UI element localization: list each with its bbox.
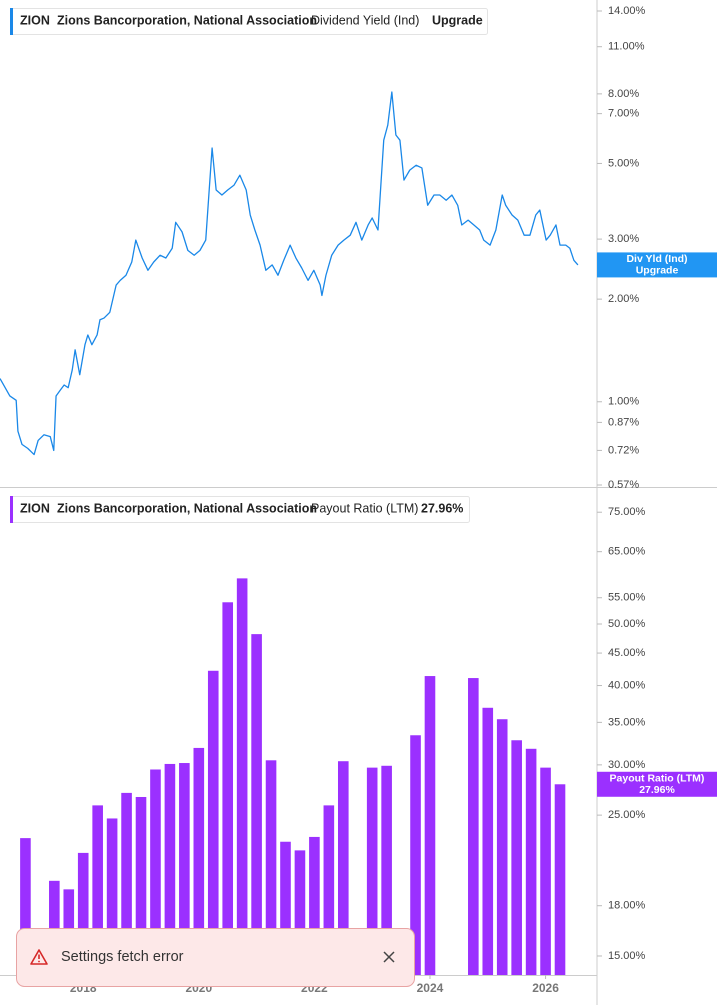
bar <box>366 767 378 975</box>
bar <box>92 805 103 975</box>
bar <box>77 852 89 975</box>
legend-header: ZION Zions Bancorporation, National Asso… <box>10 8 488 35</box>
price-badge <box>597 252 717 278</box>
y-tick-label: 5.00% <box>608 157 639 169</box>
last-value: 27.96% <box>421 501 463 515</box>
bar <box>193 747 205 975</box>
y-tick-label: 2.00% <box>608 293 639 305</box>
toast-box <box>16 928 415 987</box>
price-badge <box>597 771 717 797</box>
bar <box>294 850 306 975</box>
y-tick-label: 11.00% <box>608 41 645 53</box>
bar <box>554 784 566 975</box>
line <box>0 91 579 456</box>
ticker: ZION <box>20 501 50 515</box>
company: Zions Bancorporation, National Associati… <box>57 13 317 27</box>
y-tick-label: 18.00% <box>608 900 646 912</box>
bar <box>222 602 234 975</box>
bar <box>121 792 132 975</box>
bar <box>482 707 494 975</box>
bar <box>135 796 147 975</box>
bar <box>265 760 277 975</box>
y-tick-label: 35.00% <box>608 716 646 728</box>
y-tick-label: 1.00% <box>608 396 639 408</box>
bar <box>525 748 537 975</box>
bar <box>150 769 161 975</box>
warning-icon-dot <box>38 960 40 963</box>
warning-icon <box>30 949 48 965</box>
ticker: ZION <box>20 13 50 27</box>
bar <box>164 763 176 975</box>
y-tick-label: 40.00% <box>608 679 646 691</box>
bar <box>251 634 262 975</box>
bar <box>106 818 118 975</box>
bar <box>381 765 392 975</box>
y-tick-label: 50.00% <box>608 618 646 630</box>
company: Zions Bancorporation, National Associati… <box>57 501 317 515</box>
bar <box>337 761 349 975</box>
y-tick-label: 7.00% <box>608 108 639 120</box>
bar <box>511 740 522 975</box>
y-tick-label: 25.00% <box>608 809 646 821</box>
close-icon[interactable] <box>383 951 395 963</box>
header-accent <box>10 496 13 523</box>
toast-message: Settings fetch error <box>61 949 184 965</box>
y-tick-label: 8.00% <box>608 88 639 100</box>
y-tick-label: 65.00% <box>608 546 646 558</box>
y-tick-label: 30.00% <box>608 759 646 771</box>
y-tick-label: 0.87% <box>608 416 639 428</box>
bar <box>540 767 551 975</box>
bar <box>179 763 190 975</box>
bar <box>323 805 335 975</box>
y-tick-label: 0.57% <box>608 479 639 491</box>
upgrade-link[interactable]: Upgrade <box>432 13 483 27</box>
series-name: Payout Ratio (LTM) <box>311 501 418 515</box>
bar <box>468 678 479 975</box>
bar <box>410 735 421 975</box>
bar <box>49 880 60 975</box>
legend-header: ZION Zions Bancorporation, National Asso… <box>10 496 470 523</box>
badge-value: 27.96% <box>639 784 675 796</box>
chart-title: Dividend Yield (Ind) <box>311 13 419 27</box>
bar <box>496 719 508 975</box>
header-accent <box>10 8 13 35</box>
bar <box>280 841 291 975</box>
bar <box>207 670 219 975</box>
y-tick-label: 3.00% <box>608 233 639 245</box>
bar <box>309 836 320 975</box>
y-tick-label: 45.00% <box>608 647 646 659</box>
badge-value: Upgrade <box>636 265 679 277</box>
toast: Settings fetch error <box>16 928 415 987</box>
close-button[interactable] <box>383 951 395 963</box>
bar <box>424 676 436 975</box>
y-tick-label: 15.00% <box>608 950 646 962</box>
badge-name: Div Yld (Ind) <box>626 253 687 265</box>
y-tick-label: 0.72% <box>608 444 639 456</box>
badge-name: Payout Ratio (LTM) <box>610 773 705 785</box>
plot-area: 14.00% 11.00% 8.00% 7.00% 5.00% 3.00% 2.00% 1.0… <box>0 5 717 995</box>
x-tick-label: 2026 <box>532 981 559 995</box>
x-tick-label: 2024 <box>417 981 444 995</box>
y-tick-label: 75.00% <box>608 506 646 518</box>
bar <box>236 578 248 975</box>
y-tick-label: 14.00% <box>608 5 646 17</box>
y-tick-label: 55.00% <box>608 592 646 604</box>
bar <box>20 838 31 975</box>
